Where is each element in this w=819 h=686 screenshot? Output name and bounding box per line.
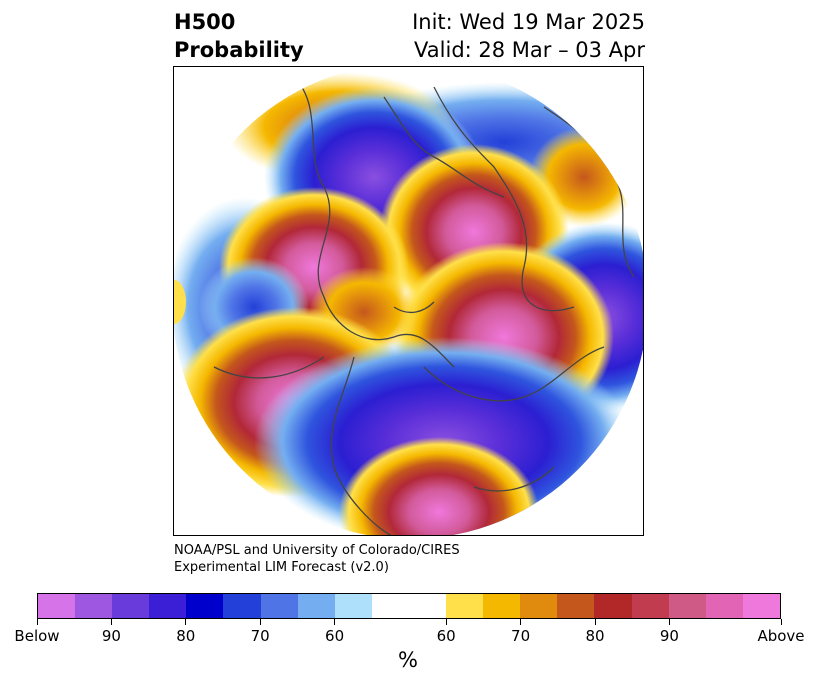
colorbar-swatch — [446, 594, 484, 618]
colorbar-tick-label: 60 — [436, 627, 456, 645]
colorbar-tick — [445, 619, 447, 625]
colorbar-tick-label: 80 — [176, 627, 196, 645]
colorbar-tick-label: Above — [757, 627, 805, 645]
colorbar-tick — [780, 619, 782, 625]
colorbar-tick — [334, 619, 336, 625]
title-line-2: Probability — [174, 38, 304, 62]
credit-line-1: NOAA/PSL and University of Colorado/CIRE… — [174, 543, 460, 558]
colorbar-swatch — [371, 594, 409, 618]
colorbar-swatch — [557, 594, 595, 618]
colorbar-tick-label: 60 — [325, 627, 345, 645]
above-edge-west — [174, 280, 186, 324]
colorbar-tick — [668, 619, 670, 625]
colorbar-tick-label: 70 — [250, 627, 270, 645]
colorbar-swatch — [334, 594, 372, 618]
colorbar-swatch — [594, 594, 632, 618]
colorbar-swatch — [260, 594, 298, 618]
colorbar-swatch — [38, 594, 76, 618]
map-svg — [174, 67, 643, 535]
credit-line-2: Experimental LIM Forecast (v2.0) — [174, 560, 389, 575]
colorbar-swatch — [75, 594, 113, 618]
colorbar-tick — [110, 619, 112, 625]
above-south — [339, 437, 539, 535]
colorbar-swatch — [408, 594, 447, 618]
colorbar-swatch — [742, 594, 780, 618]
init-date: Init: Wed 19 Mar 2025 — [412, 10, 645, 34]
colorbar-swatch — [631, 594, 669, 618]
colorbar-swatch — [149, 594, 187, 618]
colorbar-swatch — [668, 594, 706, 618]
colorbar-swatch — [112, 594, 150, 618]
colorbar-unit: % — [398, 648, 418, 672]
colorbar-tick-label: 90 — [101, 627, 121, 645]
colorbar-tick — [520, 619, 522, 625]
colorbar-tick — [36, 619, 38, 625]
colorbar — [37, 593, 781, 619]
colorbar-tick — [259, 619, 261, 625]
colorbar-tick-label: 90 — [659, 627, 679, 645]
title-line-1: H500 — [174, 10, 236, 34]
colorbar-tick-label: Below — [14, 627, 60, 645]
colorbar-tick-label: 70 — [511, 627, 531, 645]
valid-dates: Valid: 28 Mar – 03 Apr — [414, 38, 645, 62]
colorbar-tick — [594, 619, 596, 625]
colorbar-tick — [185, 619, 187, 625]
colorbar-swatch — [297, 594, 335, 618]
credit-text: NOAA/PSL and University of Colorado/CIRE… — [174, 542, 460, 576]
map-title: H500 Probability — [174, 8, 304, 64]
colorbar-tick-label: 80 — [585, 627, 605, 645]
colorbar-swatch — [186, 594, 224, 618]
colorbar-swatch — [483, 594, 521, 618]
colorbar-swatch — [705, 594, 743, 618]
probability-map — [173, 66, 644, 536]
map-disc — [174, 67, 643, 535]
colorbar-swatch — [223, 594, 261, 618]
forecast-dates: Init: Wed 19 Mar 2025 Valid: 28 Mar – 03… — [412, 8, 645, 64]
colorbar-swatch — [520, 594, 558, 618]
